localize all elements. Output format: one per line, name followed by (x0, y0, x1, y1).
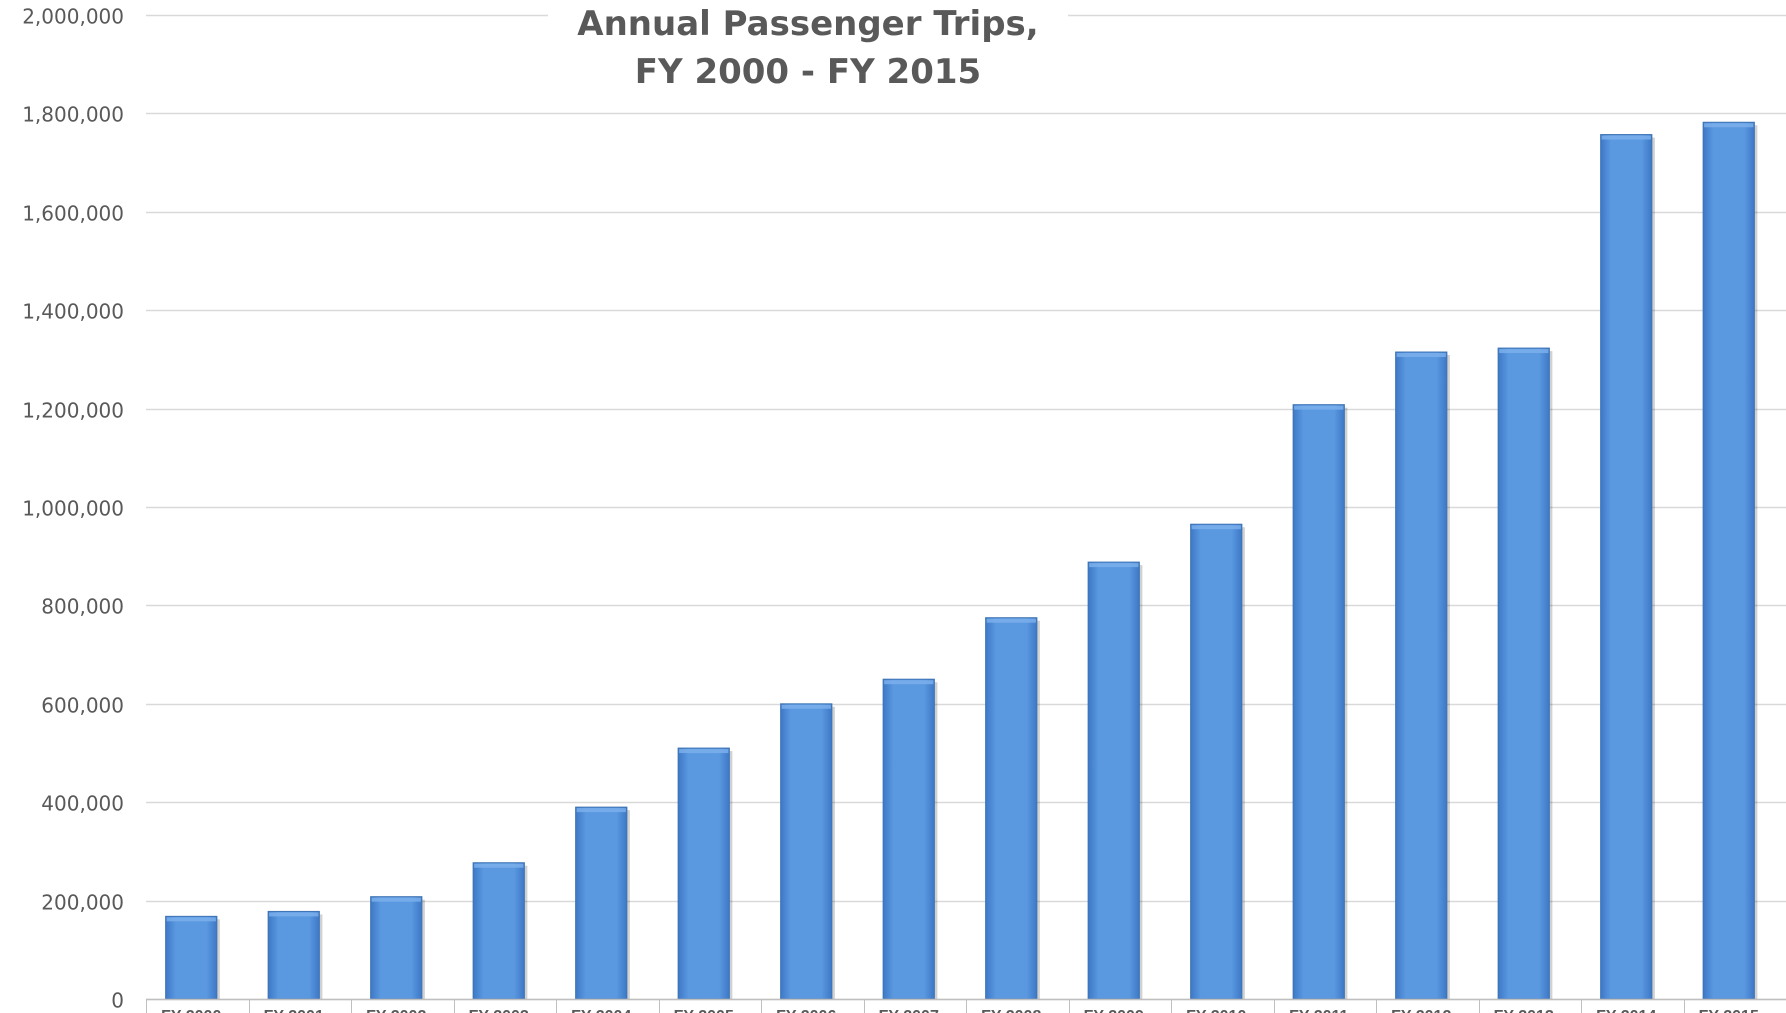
bar-highlight (884, 680, 934, 685)
x-tick-label: FY 2005 (674, 1008, 734, 1013)
bars (165, 121, 1758, 1000)
x-axis-tick-labels: FY 2000 FY 2001 FY 2002 FY 2003 FY 2004 FY 20… (146, 998, 1786, 1013)
x-tick-label: FY 2001 (264, 1008, 324, 1013)
x-tick-label: FY 2006 (776, 1008, 836, 1013)
bar (370, 896, 423, 1000)
bar (985, 617, 1038, 1000)
bar (1087, 561, 1140, 1000)
bar-highlight (1191, 525, 1241, 530)
bar (1497, 347, 1550, 1000)
x-tick-label: FY 2011 (1289, 1008, 1348, 1013)
x-tick-label: FY 2003 (469, 1008, 529, 1013)
y-tick-label: 0 (111, 989, 124, 1013)
y-tick-label: 800,000 (41, 595, 124, 619)
y-tick-label: 1,200,000 (22, 399, 124, 423)
bar-highlight (1601, 135, 1651, 140)
bar (1395, 351, 1448, 1000)
chart-title-line-1: Annual Passenger Trips, (577, 4, 1039, 44)
bar (267, 910, 320, 1000)
bar (1702, 121, 1755, 1000)
bar-highlight (371, 897, 421, 902)
bar (165, 915, 218, 1000)
bar-highlight (986, 618, 1036, 623)
x-tick-label: FY 2002 (366, 1008, 426, 1013)
bar-highlight (269, 912, 319, 917)
bar-highlight (1396, 353, 1446, 358)
bar (677, 747, 730, 1000)
chart-title-line-2: FY 2000 - FY 2015 (634, 52, 982, 92)
x-tick-label: FY 2004 (571, 1008, 631, 1013)
bar (1190, 523, 1243, 1000)
x-tick-label: FY 2012 (1391, 1008, 1451, 1013)
y-tick-label: 1,600,000 (22, 202, 124, 226)
y-tick-label: 1,400,000 (22, 300, 124, 324)
bar (1292, 404, 1345, 1000)
x-tick-label: FY 2008 (981, 1008, 1041, 1013)
x-tick-label: FY 2014 (1596, 1008, 1656, 1013)
y-tick-label: 2,000,000 (22, 5, 124, 29)
bar-highlight (781, 704, 831, 709)
bar-highlight (576, 808, 626, 813)
x-tick-label: FY 2000 (161, 1008, 221, 1013)
bar (780, 703, 833, 1000)
bar (882, 678, 935, 1000)
bar-highlight (166, 917, 216, 922)
y-axis-tick-labels: 0 200,000 400,000 600,000 800,000 1,000,000 1,… (22, 5, 124, 1013)
x-tick-label: FY 2013 (1494, 1008, 1554, 1013)
bar-highlight (1499, 349, 1549, 354)
bar-highlight (1089, 563, 1139, 568)
bar (1600, 134, 1653, 1000)
bar-highlight (474, 863, 524, 868)
y-tick-label: 600,000 (41, 694, 124, 718)
x-tick-label: FY 2007 (879, 1008, 939, 1013)
x-tick-label: FY 2010 (1186, 1008, 1246, 1013)
y-tick-label: 400,000 (41, 792, 124, 816)
chart-title: Annual Passenger Trips, FY 2000 - FY 201… (548, 0, 1068, 96)
bar-highlight (1294, 405, 1344, 410)
bar-highlight (679, 749, 729, 754)
y-tick-label: 200,000 (41, 891, 124, 915)
bar (575, 806, 628, 1000)
y-tick-label: 1,000,000 (22, 497, 124, 521)
bar (472, 862, 525, 1000)
x-tick-label: FY 2015 (1699, 1008, 1759, 1013)
x-tick-label: FY 2009 (1084, 1008, 1144, 1013)
y-tick-label: 1,800,000 (22, 103, 124, 127)
bar-highlight (1704, 123, 1754, 128)
